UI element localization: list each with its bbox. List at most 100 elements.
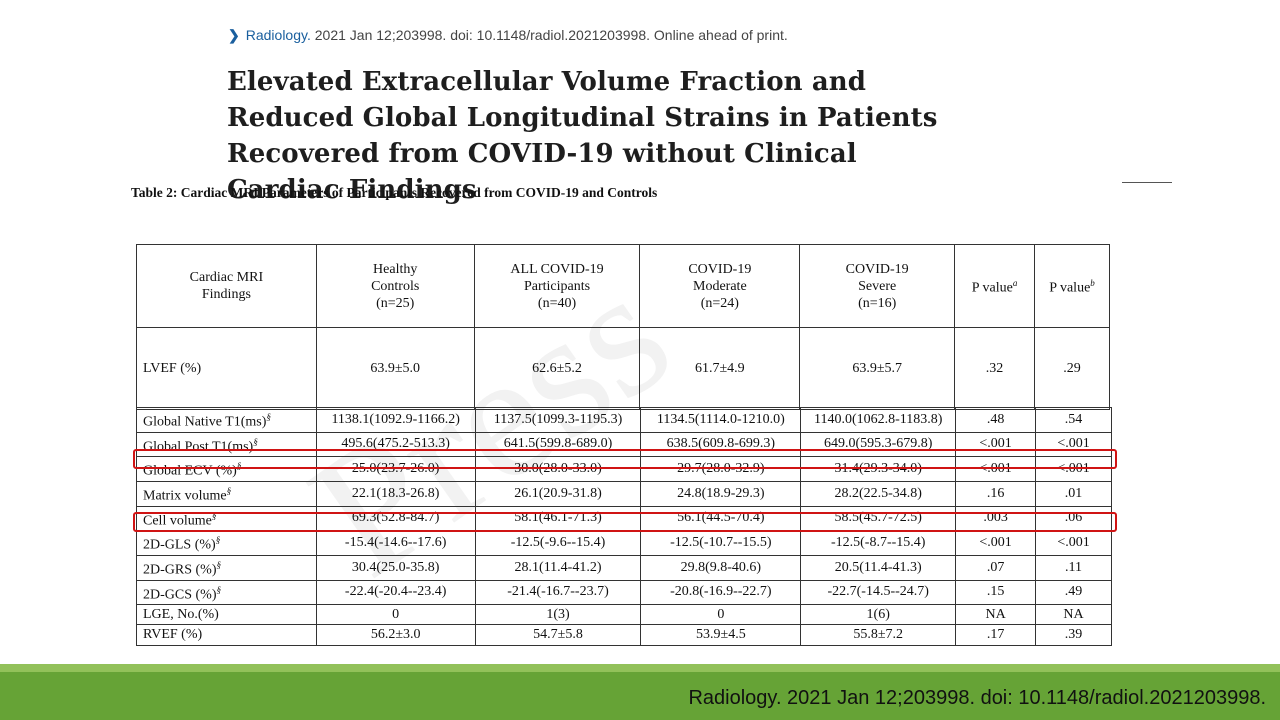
table-cell: <.001 <box>1035 431 1112 458</box>
table-cell: <.001 <box>1035 530 1112 556</box>
table-cell: <.001 <box>955 431 1037 458</box>
table-cell: 58.5(45.7-72.5) <box>800 505 957 532</box>
table-cell: <.001 <box>955 530 1037 556</box>
table-cell: 0 <box>315 604 476 626</box>
table-cell: .06 <box>1035 505 1112 532</box>
data-table: Global Native T1(ms)§ 1138.1(1092.9-1166.… <box>136 407 1112 646</box>
table-cell: 1138.1(1092.9-1166.2) <box>315 407 476 433</box>
row-label-text: Cell volume <box>143 513 212 529</box>
column-header-text: P value <box>971 280 1013 296</box>
table-cell: 22.1(18.3-26.8) <box>315 480 476 507</box>
row-label: RVEF (%) <box>136 624 317 646</box>
table-cell: .15 <box>955 579 1037 606</box>
table-cell: .49 <box>1035 579 1112 606</box>
footnote-marker: § <box>211 510 217 521</box>
table-cell: 53.9±4.5 <box>640 624 802 646</box>
table-cell: .48 <box>955 407 1037 433</box>
citation-details: 2021 Jan 12;203998. doi: 10.1148/radiol.… <box>310 27 788 43</box>
table-cell: .16 <box>955 480 1037 507</box>
table-cell: 495.6(475.2-513.3) <box>315 431 476 458</box>
footnote-marker: § <box>216 559 222 570</box>
footer-bar <box>0 672 1280 720</box>
column-header-line: Moderate <box>693 278 747 294</box>
table-cell: 56.1(44.5-70.4) <box>640 505 802 532</box>
column-header-line: Findings <box>201 287 251 302</box>
journal-link[interactable]: Radiology. <box>245 27 311 43</box>
table-cell: 63.9±5.0 <box>315 327 475 410</box>
table-cell: 31.4(29.3-34.0) <box>800 456 957 482</box>
table-cell: 1(6) <box>800 604 957 626</box>
table-row: Global Native T1(ms)§ 1138.1(1092.9-1166.… <box>136 407 1112 433</box>
row-label-text: Global Native T1(ms) <box>143 414 267 430</box>
column-header-line: (n=16) <box>858 295 897 311</box>
citation-header: ❯ Radiology. 2021 Jan 12;203998. doi: 10.… <box>228 27 788 44</box>
table-header: Cardiac MRI Findings Healthy Controls (n=25)… <box>136 244 1110 410</box>
row-label: 2D-GLS (%)§ <box>136 530 317 556</box>
table-cell: 1140.0(1062.8-1183.8) <box>800 407 957 433</box>
table-cell: -15.4(-14.6--17.6) <box>315 530 476 556</box>
column-header: Cardiac MRI Findings <box>136 244 317 328</box>
column-header-line: COVID-19 <box>688 261 752 277</box>
column-header-line: (n=40) <box>537 295 577 311</box>
row-label-text: 2D-GLS (%) <box>143 537 216 553</box>
table-cell: -21.4(-16.7--23.7) <box>474 579 642 606</box>
table-cell: 69.3(52.8-84.7) <box>315 505 476 532</box>
footnote-marker: b <box>1090 278 1095 289</box>
table-row: LVEF (%) 63.9±5.0 62.6±5.2 61.7±4.9 63.9±5.7… <box>136 327 1110 410</box>
table-cell: 63.9±5.7 <box>799 327 956 410</box>
table-cell: 1(3) <box>474 604 642 626</box>
table-cell: 638.5(609.8-699.3) <box>640 431 802 458</box>
column-header-line: Cardiac MRI <box>189 270 264 285</box>
table-cell: 1134.5(1114.0-1210.0) <box>640 407 802 433</box>
table-cell: -22.7(-14.5--24.7) <box>800 579 957 606</box>
column-header: COVID-19 Moderate (n=24) <box>639 244 801 328</box>
table-cell: 28.1(11.4-41.2) <box>474 554 642 581</box>
footnote-marker: § <box>226 485 232 496</box>
table-cell: .07 <box>955 554 1037 581</box>
article-title: Elevated Extracellular Volume Fraction a… <box>227 67 938 205</box>
table-row: Cell volume§ 69.3(52.8-84.7) 58.1(46.1-71.… <box>136 505 1112 532</box>
table-cell: -12.5(-8.7--15.4) <box>800 530 957 556</box>
column-header-line: (n=25) <box>376 295 415 311</box>
table-cell: 641.5(599.8-689.0) <box>474 431 642 458</box>
row-label-text: Matrix volume <box>143 488 227 504</box>
table-cell: 56.2±3.0 <box>315 624 476 646</box>
footnote-marker: § <box>253 436 258 447</box>
table-cell: .17 <box>955 624 1037 646</box>
table-cell: 62.6±5.2 <box>473 327 641 410</box>
row-label: Matrix volume§ <box>136 480 317 507</box>
row-label-text: 2D-GCS (%) <box>143 587 217 603</box>
footer-citation: Radiology. 2021 Jan 12;203998. doi: 10.1… <box>688 687 1266 709</box>
footnote-marker: § <box>216 584 222 595</box>
footnote-marker: § <box>215 535 221 546</box>
row-label-text: LGE, No.(%) <box>143 606 219 622</box>
column-header-line: Controls <box>371 278 420 294</box>
table-cell: .54 <box>1035 407 1112 433</box>
column-header-line: Severe <box>858 278 897 294</box>
table-cell: 26.1(20.9-31.8) <box>474 480 642 507</box>
table-cell: .11 <box>1035 554 1112 581</box>
table-cell: .32 <box>954 327 1036 410</box>
table-cell: 29.8(9.8-40.6) <box>640 554 802 581</box>
table-cell: .29 <box>1034 327 1110 410</box>
column-header: COVID-19 Severe (n=16) <box>799 244 956 328</box>
column-header-line: COVID-19 <box>845 261 909 277</box>
chevron-right-icon: ❯ <box>228 27 240 43</box>
table-cell: NA <box>955 604 1037 626</box>
column-header: P valuea <box>954 244 1036 328</box>
row-label: Global Native T1(ms)§ <box>136 407 317 433</box>
row-label-text: RVEF (%) <box>143 627 203 643</box>
column-header: P valueb <box>1034 244 1110 328</box>
table-cell: 55.8±7.2 <box>800 624 957 646</box>
table-cell: 58.1(46.1-71.3) <box>474 505 642 532</box>
table-cell: 28.2(22.5-34.8) <box>800 480 957 507</box>
column-header: Healthy Controls (n=25) <box>315 244 475 328</box>
table-cell: 1137.5(1099.3-1195.3) <box>474 407 642 433</box>
footnote-marker: § <box>266 412 271 422</box>
row-label: 2D-GRS (%)§ <box>136 554 317 581</box>
highlight-2d-gls <box>133 512 1117 532</box>
footnote-marker: a <box>1012 278 1018 289</box>
table-cell: -12.5(-9.6--15.4) <box>474 530 642 556</box>
table-cell: -12.5(-10.7--15.5) <box>640 530 802 556</box>
table-cell: .01 <box>1035 480 1112 507</box>
